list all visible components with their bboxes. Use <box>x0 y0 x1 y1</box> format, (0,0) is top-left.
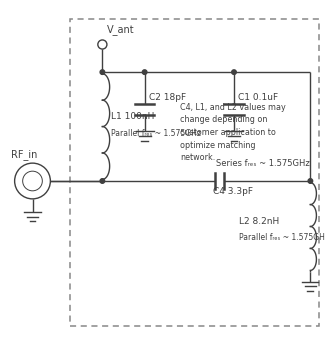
Circle shape <box>308 179 313 183</box>
Text: L1 100nH: L1 100nH <box>111 112 154 121</box>
Circle shape <box>142 70 147 74</box>
Text: C4, L1, and L2 values may
change depending on
customer application to
optimize m: C4, L1, and L2 values may change dependi… <box>180 103 286 162</box>
Text: L2 8.2nH: L2 8.2nH <box>239 217 279 226</box>
Text: C4 3.3pF: C4 3.3pF <box>213 187 253 196</box>
Text: C1 0.1uF: C1 0.1uF <box>238 93 278 102</box>
Circle shape <box>100 70 105 74</box>
Text: C2 18pF: C2 18pF <box>149 93 186 102</box>
Text: Series fᵣₑₛ ~ 1.575GHz: Series fᵣₑₛ ~ 1.575GHz <box>216 159 310 168</box>
Circle shape <box>232 70 236 74</box>
Text: V_ant: V_ant <box>107 24 135 35</box>
Circle shape <box>100 179 105 183</box>
Text: RF_in: RF_in <box>11 149 38 160</box>
Text: Parallel fᵣₑₛ ~ 1.575GHz: Parallel fᵣₑₛ ~ 1.575GHz <box>239 233 325 242</box>
Text: Parallel fᵣₑₛ ~ 1.575GHz: Parallel fᵣₑₛ ~ 1.575GHz <box>111 128 201 138</box>
